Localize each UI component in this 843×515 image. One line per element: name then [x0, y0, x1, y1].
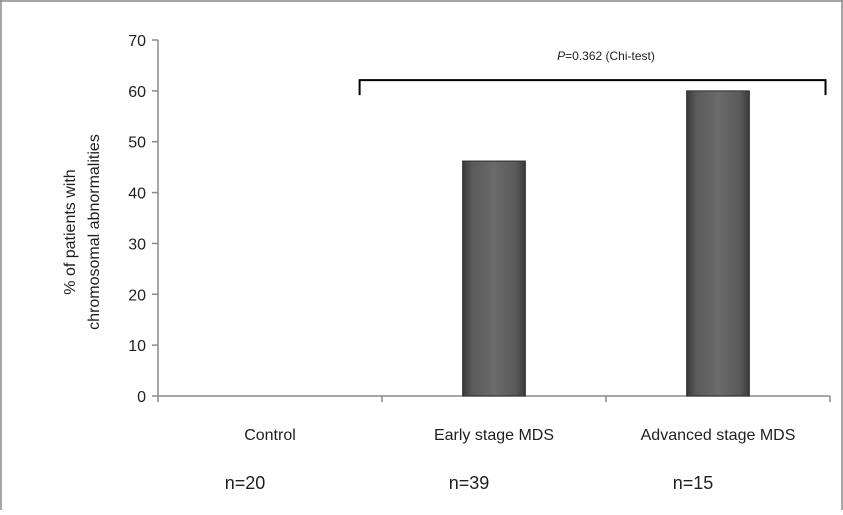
sample-size-label: n=20	[225, 473, 266, 493]
x-axis-labels: Control Early stage MDS Advanced stage MDS	[244, 427, 795, 444]
p-symbol: P	[557, 49, 565, 63]
y-tick-label: 40	[128, 186, 146, 203]
y-tick-label: 70	[128, 33, 146, 50]
y-tick-label: 0	[137, 389, 146, 406]
x-tick-label: Advanced stage MDS	[641, 427, 796, 444]
x-tick-label: Control	[244, 427, 296, 444]
bars	[462, 90, 750, 397]
y-tick-label: 60	[128, 84, 146, 101]
p-value-text: =0.362 (Chi-test)	[565, 49, 655, 63]
y-tick-label: 10	[128, 338, 146, 355]
y-tick-label: 50	[128, 135, 146, 152]
y-axis-title-line2: chromosomal abnormalities	[86, 134, 103, 330]
y-tick-label: 20	[128, 287, 146, 304]
sample-size-label: n=39	[449, 473, 490, 493]
y-tick-label: 30	[128, 236, 146, 253]
bar	[462, 160, 526, 397]
sample-size-label: n=15	[673, 473, 714, 493]
sample-size-labels: n=20 n=39 n=15	[225, 473, 714, 493]
significance-bracket	[358, 79, 827, 96]
x-tick-label: Early stage MDS	[434, 427, 554, 444]
significance-annotation: P=0.362 (Chi-test)	[557, 49, 655, 63]
y-axis-title-line1: % of patients with	[62, 169, 79, 294]
bar	[686, 90, 750, 397]
